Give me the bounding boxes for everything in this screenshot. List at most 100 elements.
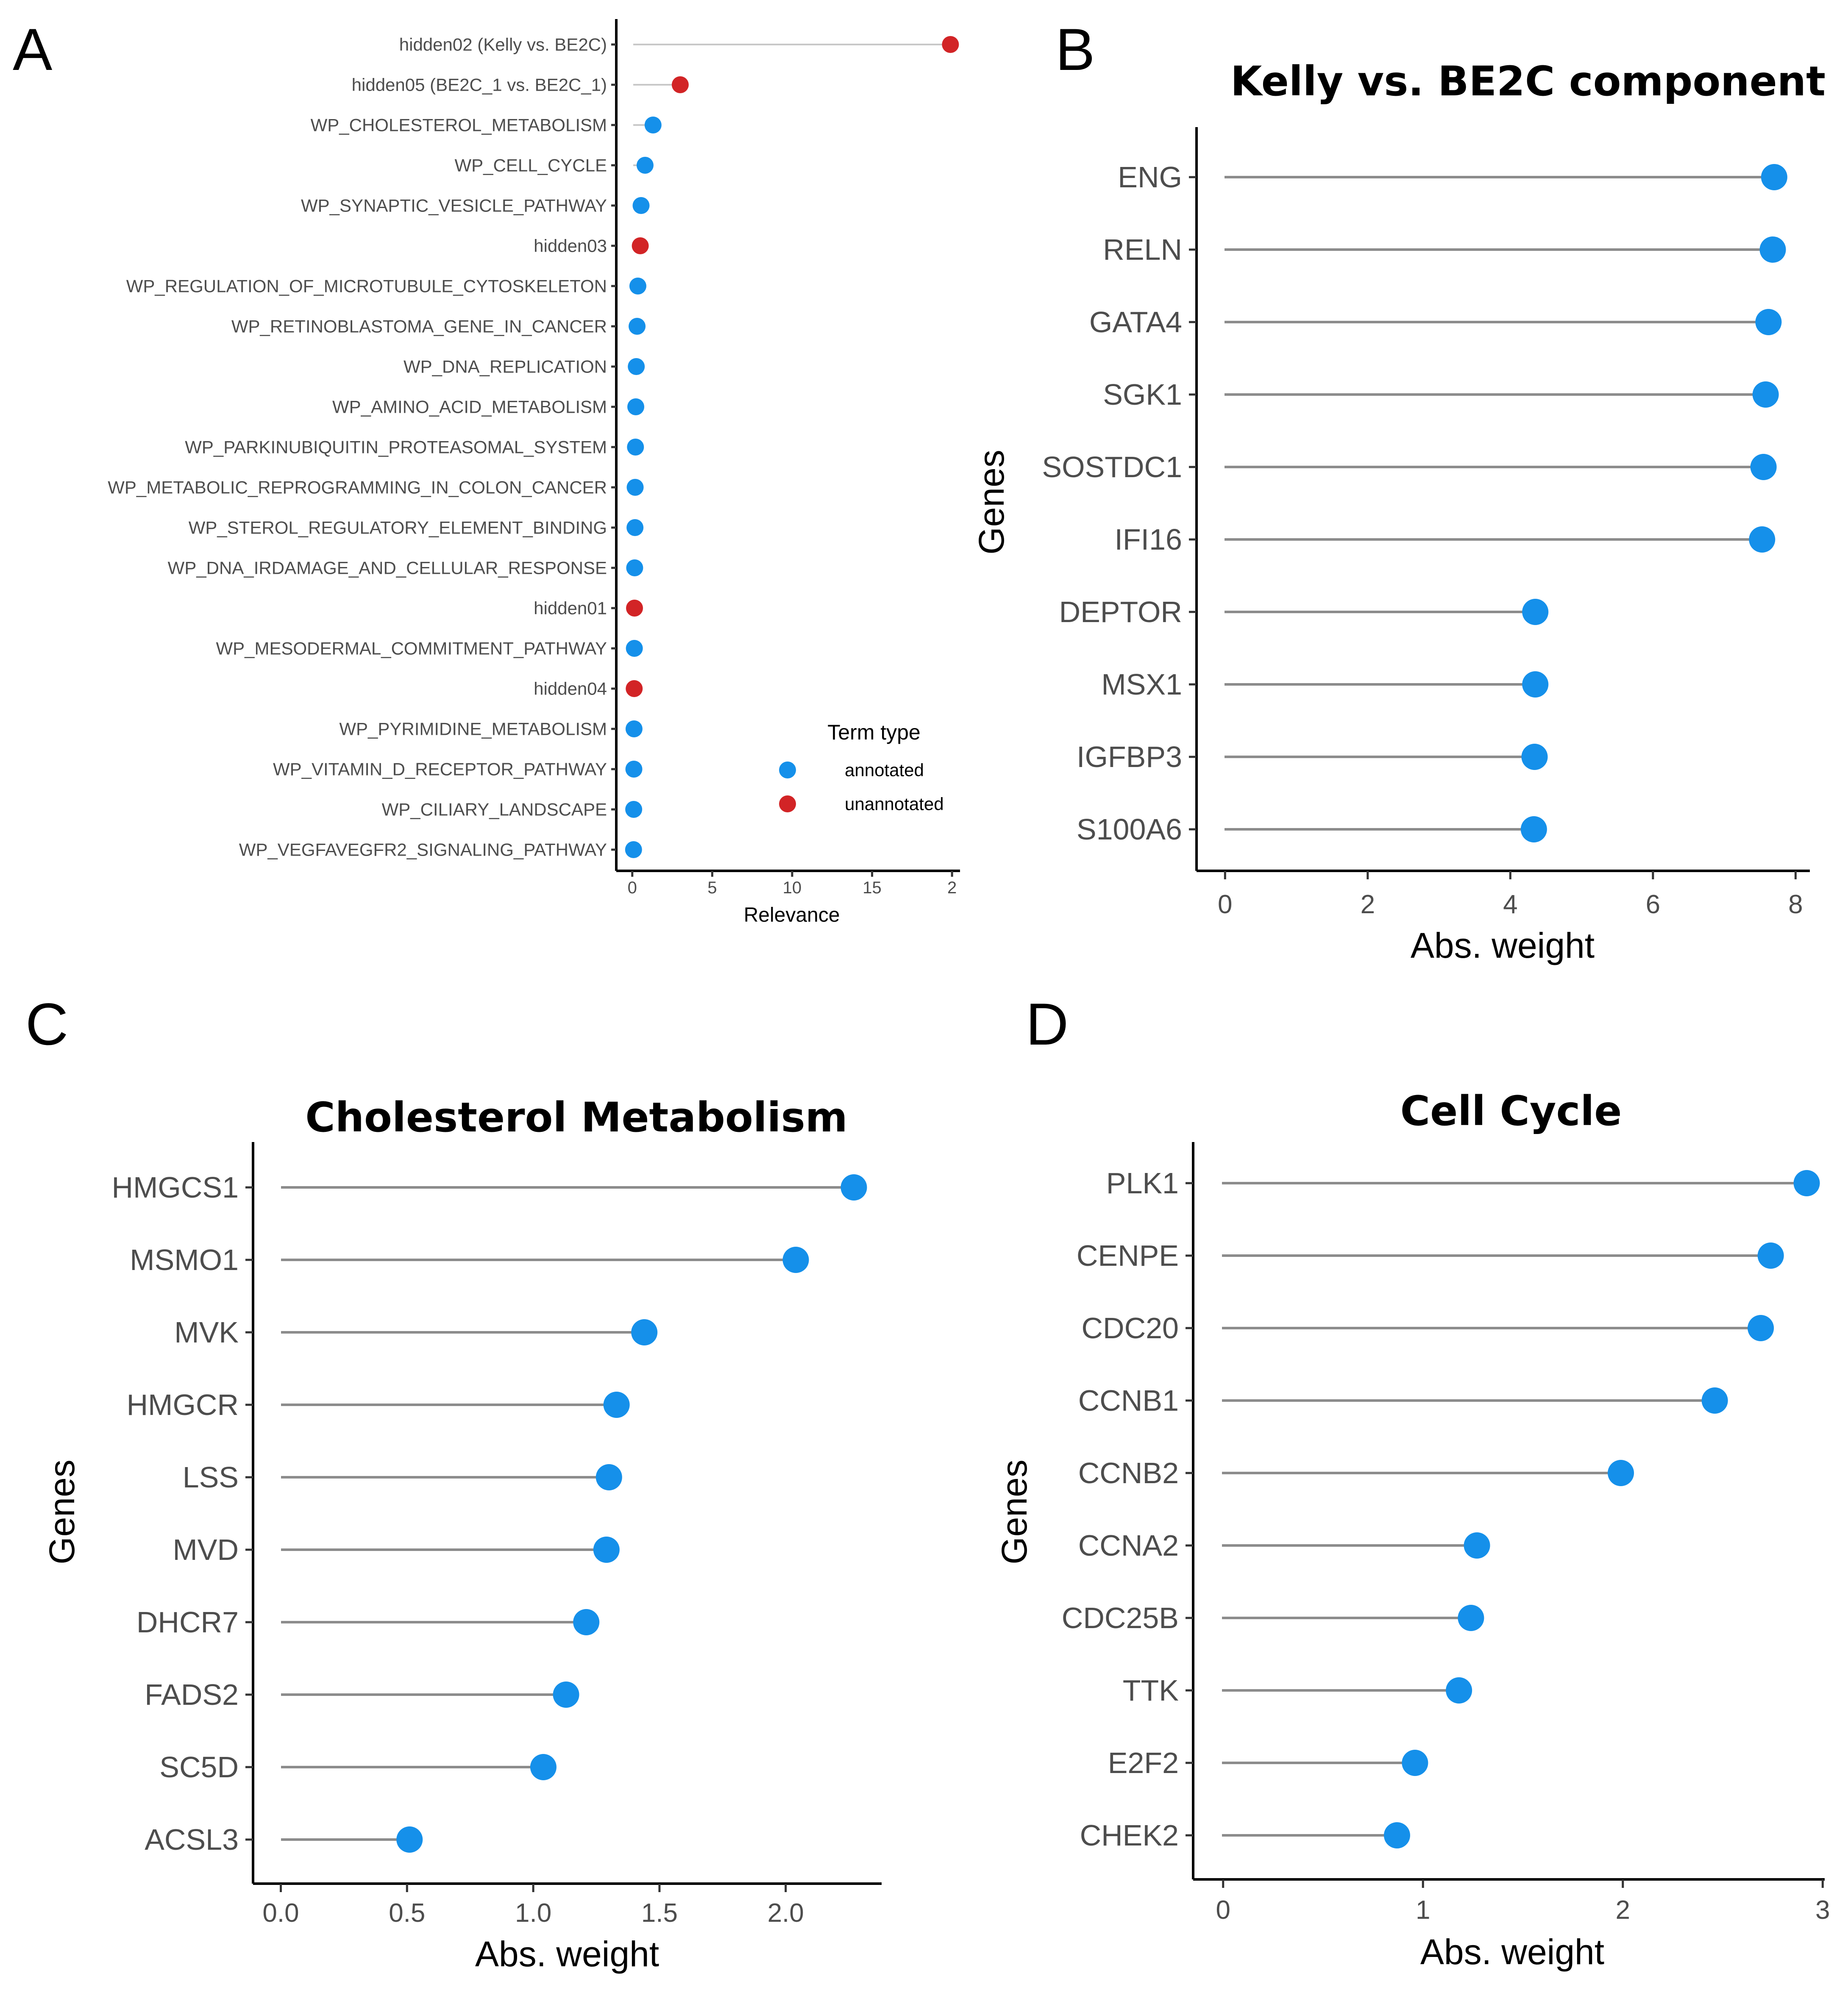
p1-data-point: [626, 640, 643, 657]
p4-category-label: E2F2: [1108, 1746, 1179, 1779]
p4-y-axis-title: Genes: [994, 1459, 1034, 1565]
p1-category-label: hidden03: [534, 236, 607, 256]
plot-c: 0.0 0.5 1.0 1.5 2.0 Abs. weight Genes HMGCS1 MSM…: [42, 1142, 882, 1974]
p2-category-label: IFI16: [1114, 523, 1182, 556]
p1-data-point: [671, 76, 689, 93]
p3-category-label: HMGCR: [127, 1388, 239, 1421]
plot-a: 0 5 10 15 2 Relevance hidden02 (Kelly vs. BE2C…: [108, 19, 960, 926]
p1-category-label: WP_STEROL_REGULATORY_ELEMENT_BINDING: [189, 518, 607, 538]
p1-category-label: WP_PARKINUBIQUITIN_PROTEASOMAL_SYSTEM: [185, 437, 607, 457]
p1-data-point: [626, 600, 643, 617]
p2-x-tick-label: 0: [1218, 890, 1232, 919]
p1-category-label: WP_SYNAPTIC_VESICLE_PATHWAY: [301, 196, 607, 216]
p4-x-tick-label: 3: [1815, 1896, 1830, 1925]
p2-category-label: IGFBP3: [1077, 740, 1182, 773]
p2-category-label: MSX1: [1101, 668, 1182, 701]
p1-data-point: [625, 841, 642, 858]
p1-data-point: [632, 237, 649, 254]
p1-category-label: hidden05 (BE2C_1 vs. BE2C_1): [352, 75, 607, 95]
p3-y-axis-title: Genes: [42, 1459, 82, 1565]
chart-title-d: Cell Cycle: [1400, 1087, 1622, 1135]
p1-x-tick-label: 15: [863, 878, 882, 897]
p3-category-label: ACSL3: [145, 1823, 239, 1856]
p4-category-label: CHEK2: [1080, 1819, 1179, 1852]
p3-data-point: [603, 1392, 630, 1418]
p1-category-label: WP_AMINO_ACID_METABOLISM: [332, 397, 607, 417]
p2-category-label: SGK1: [1103, 378, 1182, 411]
panel-letter-a: A: [13, 16, 53, 83]
p1-category-label: WP_RETINOBLASTOMA_GENE_IN_CANCER: [231, 317, 607, 336]
p3-x-axis-title: Abs. weight: [475, 1934, 659, 1974]
p3-data-point: [593, 1537, 620, 1563]
p4-data-point: [1402, 1750, 1428, 1776]
plot-b: 0 2 4 6 8 Abs. weight Genes ENG RELN GATA4 SGK1 SOS…: [971, 127, 1810, 965]
p1-data-point: [942, 36, 959, 53]
p1-category-label: WP_CELL_CYCLE: [455, 156, 607, 175]
p4-category-label: CCNB2: [1078, 1456, 1179, 1490]
p1-category-label: WP_DNA_IRDAMAGE_AND_CELLULAR_RESPONSE: [168, 558, 607, 578]
p1-category-label: WP_PYRIMIDINE_METABOLISM: [339, 719, 607, 739]
p3-category-label: MVD: [173, 1533, 239, 1566]
p3-x-tick-label: 1.5: [641, 1898, 678, 1928]
p1-category-label: hidden02 (Kelly vs. BE2C): [399, 35, 607, 55]
p3-category-label: LSS: [183, 1461, 239, 1494]
p2-category-label: SOSTDC1: [1042, 450, 1182, 484]
legend-label-unannotated: unannotated: [845, 794, 944, 814]
p3-data-point: [530, 1754, 557, 1780]
p1-x-tick-label: 5: [707, 878, 717, 897]
panel-a: A 0 5 10 15 2 Relevance hidden02 (Kelly vs. BE…: [13, 16, 960, 926]
p1-data-point: [626, 559, 643, 576]
p1-data-point: [628, 358, 645, 375]
p2-data-point: [1759, 236, 1786, 263]
p2-data-point: [1750, 454, 1777, 480]
p1-data-point: [626, 519, 644, 536]
p1-data-point: [644, 117, 662, 133]
p2-x-axis-title: Abs. weight: [1411, 926, 1595, 965]
p4-x-tick-label: 2: [1616, 1896, 1630, 1925]
panel-c: C Cholesterol Metabolism 0.0 0.5 1.0 1.5 2.0…: [25, 991, 882, 1974]
p1-x-tick-label: 2: [947, 878, 957, 897]
p3-data-point: [841, 1174, 867, 1201]
p1-data-point: [629, 318, 646, 335]
p4-category-label: CCNB1: [1078, 1384, 1179, 1417]
p1-data-point: [626, 680, 643, 697]
p3-data-point: [573, 1609, 600, 1635]
p1-category-label: WP_METABOLIC_REPROGRAMMING_IN_COLON_CANC…: [108, 478, 607, 498]
p1-data-point: [625, 801, 643, 818]
p1-x-axis-title: Relevance: [744, 904, 840, 926]
p4-category-label: CCNA2: [1078, 1529, 1179, 1562]
p2-x-tick-label: 8: [1788, 890, 1803, 919]
p2-data-point: [1755, 309, 1782, 335]
legend-label-annotated: annotated: [845, 760, 924, 780]
p3-x-tick-label: 1.0: [515, 1898, 551, 1928]
p1-category-label: WP_DNA_REPLICATION: [404, 357, 607, 377]
p1-x-tick-label: 0: [628, 878, 637, 897]
legend-title: Term type: [827, 720, 921, 744]
p1-category-label: WP_REGULATION_OF_MICROTUBULE_CYTOSKELETO…: [126, 276, 607, 296]
p1-category-label: WP_VITAMIN_D_RECEPTOR_PATHWAY: [273, 759, 607, 779]
p1-category-label: WP_MESODERMAL_COMMITMENT_PATHWAY: [216, 639, 607, 659]
p3-data-point: [782, 1247, 809, 1273]
p2-category-label: RELN: [1103, 233, 1182, 266]
p2-category-label: S100A6: [1077, 813, 1182, 846]
p4-category-label: CDC20: [1081, 1312, 1179, 1345]
p4-data-point: [1748, 1315, 1774, 1341]
p2-x-tick-label: 6: [1646, 890, 1660, 919]
p4-data-point: [1383, 1822, 1410, 1848]
panel-letter-d: D: [1026, 991, 1069, 1057]
panel-letter-c: C: [25, 991, 68, 1057]
p1-category-label: hidden01: [534, 598, 607, 618]
p1-data-point: [625, 761, 643, 778]
p2-data-point: [1522, 599, 1549, 625]
p1-category-label: WP_VEGFAVEGFR2_SIGNALING_PATHWAY: [239, 840, 607, 860]
p2-data-point: [1752, 381, 1779, 408]
p4-x-tick-label: 1: [1416, 1896, 1430, 1925]
p2-data-point: [1749, 526, 1776, 553]
p4-data-point: [1701, 1387, 1728, 1414]
p4-data-point: [1464, 1532, 1490, 1559]
p3-data-point: [596, 1464, 622, 1490]
p4-category-label: CDC25B: [1062, 1601, 1179, 1634]
p2-data-point: [1521, 744, 1548, 770]
p3-data-point: [396, 1826, 423, 1853]
